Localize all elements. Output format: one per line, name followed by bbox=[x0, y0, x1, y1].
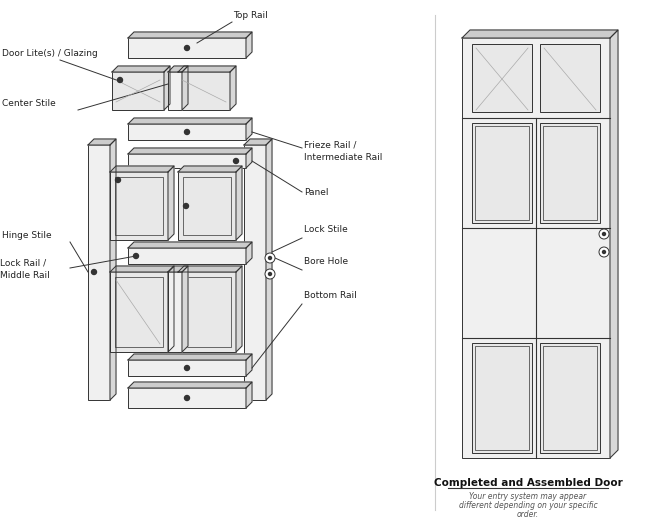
Text: Frieze Rail /
Intermediate Rail: Frieze Rail / Intermediate Rail bbox=[304, 140, 382, 162]
Polygon shape bbox=[236, 266, 242, 352]
Bar bbox=[168, 272, 182, 352]
Text: Lock Rail /
Middle Rail: Lock Rail / Middle Rail bbox=[0, 258, 50, 279]
Circle shape bbox=[265, 269, 275, 279]
Polygon shape bbox=[128, 354, 252, 360]
Text: Lock Stile: Lock Stile bbox=[304, 225, 348, 234]
Text: Top Rail: Top Rail bbox=[233, 11, 268, 20]
Bar bbox=[472, 44, 532, 112]
Polygon shape bbox=[246, 32, 252, 58]
Polygon shape bbox=[88, 139, 116, 145]
Circle shape bbox=[185, 129, 190, 135]
Circle shape bbox=[599, 247, 609, 257]
Bar bbox=[540, 123, 600, 223]
Bar bbox=[183, 277, 231, 347]
Circle shape bbox=[599, 229, 609, 239]
Bar bbox=[543, 346, 597, 450]
Bar bbox=[128, 248, 246, 264]
Polygon shape bbox=[168, 166, 174, 240]
Circle shape bbox=[603, 250, 606, 253]
Circle shape bbox=[603, 232, 606, 235]
Bar bbox=[110, 172, 168, 240]
Bar bbox=[168, 72, 182, 110]
Bar bbox=[115, 177, 163, 235]
Bar bbox=[128, 124, 246, 140]
Polygon shape bbox=[246, 148, 252, 168]
Circle shape bbox=[268, 257, 272, 259]
Circle shape bbox=[183, 203, 188, 209]
Text: Panel: Panel bbox=[304, 188, 328, 197]
Bar bbox=[462, 38, 610, 458]
Bar bbox=[244, 145, 266, 400]
Bar bbox=[88, 145, 110, 400]
Polygon shape bbox=[246, 242, 252, 264]
Text: order.: order. bbox=[517, 510, 539, 519]
Bar bbox=[178, 172, 236, 240]
Polygon shape bbox=[610, 30, 618, 458]
Bar bbox=[112, 72, 164, 110]
Bar bbox=[540, 343, 600, 453]
Text: Completed and Assembled Door: Completed and Assembled Door bbox=[434, 478, 623, 488]
Polygon shape bbox=[244, 139, 272, 145]
Polygon shape bbox=[110, 266, 174, 272]
Text: Door Lite(s) / Glazing: Door Lite(s) / Glazing bbox=[2, 49, 98, 58]
Bar bbox=[128, 360, 246, 376]
Polygon shape bbox=[128, 32, 252, 38]
Polygon shape bbox=[246, 118, 252, 140]
Bar bbox=[475, 126, 529, 220]
Polygon shape bbox=[266, 139, 272, 400]
Circle shape bbox=[118, 78, 122, 82]
Circle shape bbox=[265, 253, 275, 263]
Polygon shape bbox=[246, 382, 252, 408]
Text: different depending on your specific: different depending on your specific bbox=[459, 501, 597, 510]
Polygon shape bbox=[178, 66, 236, 72]
Polygon shape bbox=[178, 266, 242, 272]
Circle shape bbox=[185, 365, 190, 371]
Polygon shape bbox=[230, 66, 236, 110]
Circle shape bbox=[185, 395, 190, 401]
Text: Bore Hole: Bore Hole bbox=[304, 257, 348, 266]
Text: Bottom Rail: Bottom Rail bbox=[304, 291, 357, 300]
Polygon shape bbox=[462, 30, 618, 38]
Bar bbox=[183, 177, 231, 235]
Polygon shape bbox=[110, 166, 174, 172]
Polygon shape bbox=[246, 354, 252, 376]
Bar bbox=[472, 123, 532, 223]
Bar bbox=[178, 272, 236, 352]
Polygon shape bbox=[236, 166, 242, 240]
Polygon shape bbox=[168, 66, 188, 72]
Bar bbox=[540, 44, 600, 112]
Bar bbox=[543, 126, 597, 220]
Bar bbox=[128, 154, 246, 168]
Polygon shape bbox=[112, 66, 170, 72]
Circle shape bbox=[233, 158, 239, 164]
Polygon shape bbox=[110, 139, 116, 400]
Bar bbox=[128, 38, 246, 58]
Polygon shape bbox=[182, 266, 188, 352]
Polygon shape bbox=[182, 66, 188, 110]
Polygon shape bbox=[168, 266, 174, 352]
Circle shape bbox=[116, 177, 120, 183]
Polygon shape bbox=[168, 266, 188, 272]
Polygon shape bbox=[128, 242, 252, 248]
Text: Your entry system may appear: Your entry system may appear bbox=[469, 492, 586, 501]
Text: Hinge Stile: Hinge Stile bbox=[2, 231, 51, 240]
Circle shape bbox=[92, 269, 96, 275]
Polygon shape bbox=[164, 66, 170, 110]
Polygon shape bbox=[128, 148, 252, 154]
Bar bbox=[115, 277, 163, 347]
Bar bbox=[110, 272, 168, 352]
Circle shape bbox=[133, 253, 138, 259]
Bar bbox=[475, 346, 529, 450]
Polygon shape bbox=[128, 382, 252, 388]
Bar bbox=[472, 343, 532, 453]
Bar bbox=[178, 72, 230, 110]
Polygon shape bbox=[128, 118, 252, 124]
Circle shape bbox=[185, 45, 190, 51]
Bar bbox=[128, 388, 246, 408]
Polygon shape bbox=[178, 166, 242, 172]
Text: Center Stile: Center Stile bbox=[2, 99, 56, 108]
Circle shape bbox=[268, 272, 272, 276]
